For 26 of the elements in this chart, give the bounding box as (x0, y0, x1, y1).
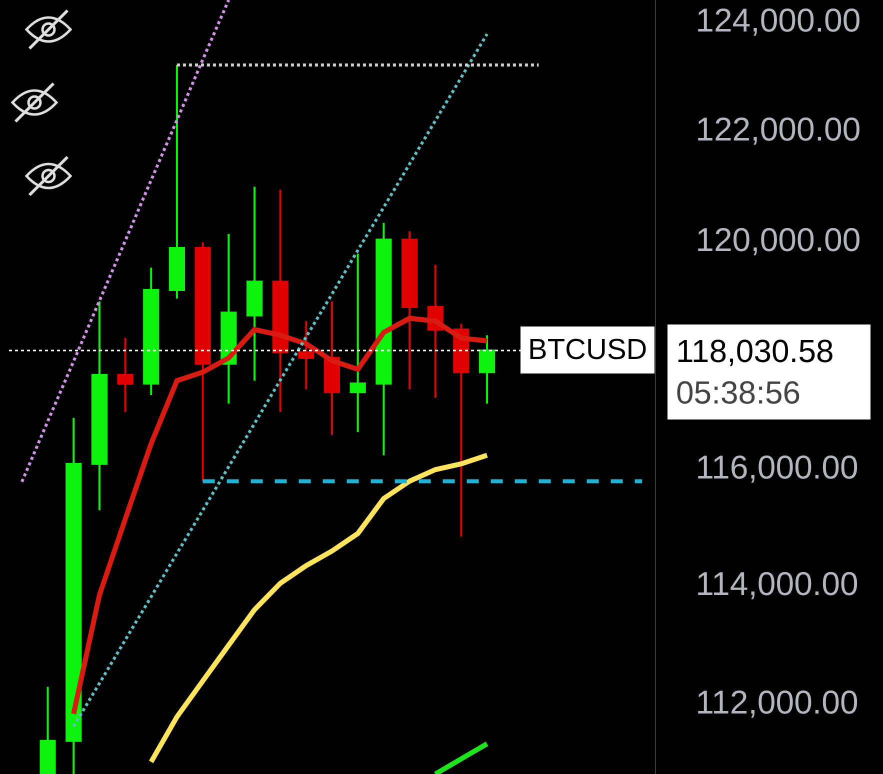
candlestick (143, 266, 160, 396)
ref-line-label: BTCUSD (528, 334, 648, 366)
candlestick (401, 230, 418, 390)
candlestick (298, 320, 314, 390)
line-series (72, 32, 489, 728)
candlestick (194, 241, 211, 482)
candlestick (246, 186, 263, 382)
y-tick-label: 112,000.00 (696, 683, 858, 720)
candlestick (376, 222, 392, 456)
y-tick-label: 116,000.00 (696, 448, 858, 486)
candlestick (117, 337, 134, 414)
candlestick (168, 64, 186, 300)
candlestick (478, 334, 496, 405)
candlestick (324, 300, 340, 436)
line-series (20, 0, 230, 484)
candlestick (350, 252, 366, 434)
candlestick (91, 300, 108, 512)
candlestick (40, 686, 56, 774)
y-tick-label: 114,000.00 (696, 564, 858, 602)
y-tick-label: 124,000.00 (696, 2, 861, 39)
y-tick-label: 120,000.00 (696, 221, 861, 258)
y-tick-label: 122,000.00 (696, 110, 861, 148)
candlestick (66, 416, 82, 774)
candlestick (272, 188, 288, 414)
text: 118,030.58 05:38:56 (676, 333, 834, 411)
candlestick (453, 322, 470, 538)
